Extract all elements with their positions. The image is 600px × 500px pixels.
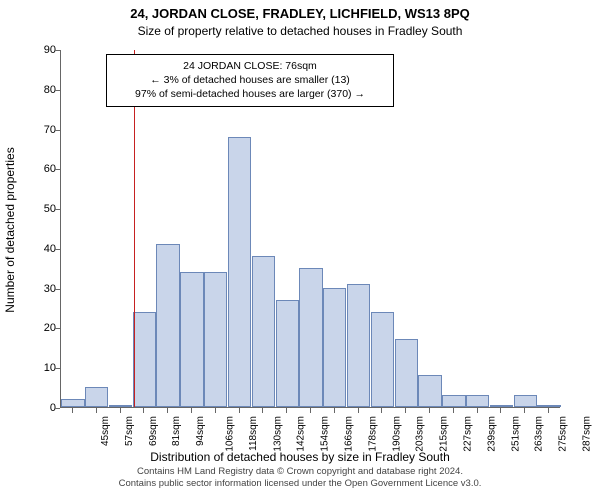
x-tick-label: 106sqm (225, 416, 236, 452)
histogram-bar (204, 272, 227, 407)
x-tick-label: 190sqm (391, 416, 402, 452)
footer-attribution: Contains HM Land Registry data © Crown c… (0, 466, 600, 491)
y-tick-label: 40 (38, 243, 56, 255)
histogram-bar (228, 137, 251, 407)
x-tick-mark (477, 408, 478, 413)
x-tick-mark (334, 408, 335, 413)
histogram-bar (299, 268, 322, 407)
y-tick-label: 80 (38, 84, 56, 96)
x-tick-mark (524, 408, 525, 413)
x-tick-label: 57sqm (124, 416, 135, 446)
x-tick-mark (215, 408, 216, 413)
histogram-bar (180, 272, 203, 407)
chart-subtitle: Size of property relative to detached ho… (0, 24, 600, 38)
y-axis-label: Number of detached properties (3, 147, 17, 312)
y-tick-label: 0 (38, 402, 56, 414)
y-tick-mark (55, 408, 60, 409)
y-tick-label: 50 (38, 203, 56, 215)
y-tick-label: 60 (38, 163, 56, 175)
x-tick-label: 130sqm (272, 416, 283, 452)
histogram-bar (418, 375, 441, 407)
x-tick-mark (143, 408, 144, 413)
histogram-bar (490, 405, 513, 407)
chart-container: 24, JORDAN CLOSE, FRADLEY, LICHFIELD, WS… (0, 0, 600, 500)
plot-area: 24 JORDAN CLOSE: 76sqm ← 3% of detached … (60, 50, 560, 408)
histogram-bar (61, 399, 84, 407)
histogram-bar (347, 284, 370, 407)
y-tick-label: 70 (38, 124, 56, 136)
histogram-bar (109, 405, 132, 407)
x-tick-label: 69sqm (148, 416, 159, 446)
x-tick-mark (191, 408, 192, 413)
x-tick-mark (429, 408, 430, 413)
x-tick-label: 118sqm (248, 416, 259, 451)
x-tick-mark (167, 408, 168, 413)
x-tick-mark (381, 408, 382, 413)
x-tick-label: 203sqm (415, 416, 426, 452)
x-tick-label: 227sqm (463, 416, 474, 452)
x-tick-mark (405, 408, 406, 413)
annotation-box: 24 JORDAN CLOSE: 76sqm ← 3% of detached … (106, 54, 394, 107)
histogram-bar (323, 288, 346, 407)
x-tick-label: 263sqm (534, 416, 545, 452)
histogram-bar (133, 312, 156, 407)
y-tick-label: 20 (38, 322, 56, 334)
footer-line-1: Contains HM Land Registry data © Crown c… (0, 466, 600, 478)
histogram-bar (156, 244, 179, 407)
x-tick-mark (286, 408, 287, 413)
footer-line-2: Contains public sector information licen… (0, 478, 600, 490)
x-tick-label: 81sqm (171, 416, 182, 446)
chart-title: 24, JORDAN CLOSE, FRADLEY, LICHFIELD, WS… (0, 6, 600, 21)
x-tick-mark (310, 408, 311, 413)
histogram-bar (395, 339, 418, 407)
x-tick-mark (500, 408, 501, 413)
x-tick-label: 215sqm (439, 416, 450, 452)
y-tick-label: 30 (38, 283, 56, 295)
histogram-bar (537, 405, 560, 407)
histogram-bar (252, 256, 275, 407)
x-tick-label: 154sqm (320, 416, 331, 452)
y-tick-label: 90 (38, 44, 56, 56)
histogram-bar (276, 300, 299, 407)
annotation-line-3: 97% of semi-detached houses are larger (… (115, 87, 385, 101)
x-tick-mark (358, 408, 359, 413)
histogram-bar (466, 395, 489, 407)
x-tick-label: 142sqm (296, 416, 307, 452)
x-tick-label: 94sqm (195, 416, 206, 446)
histogram-bar (85, 387, 108, 407)
histogram-bar (514, 395, 537, 407)
y-tick-label: 10 (38, 362, 56, 374)
annotation-line-1: 24 JORDAN CLOSE: 76sqm (115, 59, 385, 73)
x-tick-mark (120, 408, 121, 413)
x-tick-label: 251sqm (510, 416, 521, 452)
x-tick-mark (72, 408, 73, 413)
x-axis-label: Distribution of detached houses by size … (0, 450, 600, 464)
x-tick-label: 275sqm (558, 416, 569, 452)
x-tick-mark (239, 408, 240, 413)
histogram-bar (371, 312, 394, 407)
x-tick-label: 166sqm (344, 416, 355, 452)
x-tick-mark (262, 408, 263, 413)
histogram-bar (442, 395, 465, 407)
x-tick-label: 45sqm (100, 416, 111, 446)
x-tick-mark (548, 408, 549, 413)
x-tick-label: 239sqm (486, 416, 497, 452)
x-tick-label: 178sqm (367, 416, 378, 452)
x-tick-mark (96, 408, 97, 413)
x-tick-label: 287sqm (582, 416, 593, 452)
annotation-line-2: ← 3% of detached houses are smaller (13) (115, 73, 385, 87)
x-tick-mark (453, 408, 454, 413)
